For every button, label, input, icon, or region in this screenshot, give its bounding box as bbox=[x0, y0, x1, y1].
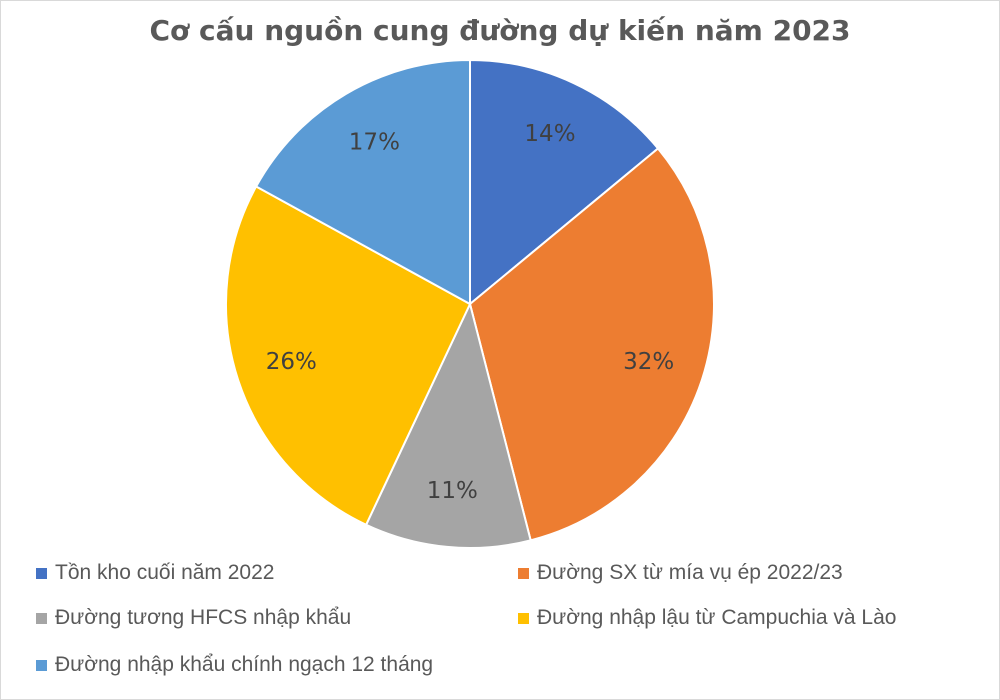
data-label-chinh-ngach: 17% bbox=[349, 129, 400, 155]
data-label-ton-kho: 14% bbox=[524, 121, 575, 147]
data-label-nhap-lau: 26% bbox=[266, 349, 317, 375]
pie-slice-duong-sx bbox=[468, 147, 715, 542]
pie-slice-hfcs bbox=[364, 301, 532, 549]
chart-title: Cơ cấu nguồn cung đường dự kiến năm 2023 bbox=[149, 14, 851, 47]
pie-slice-chinh-ngach bbox=[254, 58, 471, 306]
data-label-hfcs: 11% bbox=[427, 478, 478, 504]
pie-slice-ton-kho bbox=[469, 58, 660, 307]
data-label-duong-sx: 32% bbox=[623, 349, 674, 375]
